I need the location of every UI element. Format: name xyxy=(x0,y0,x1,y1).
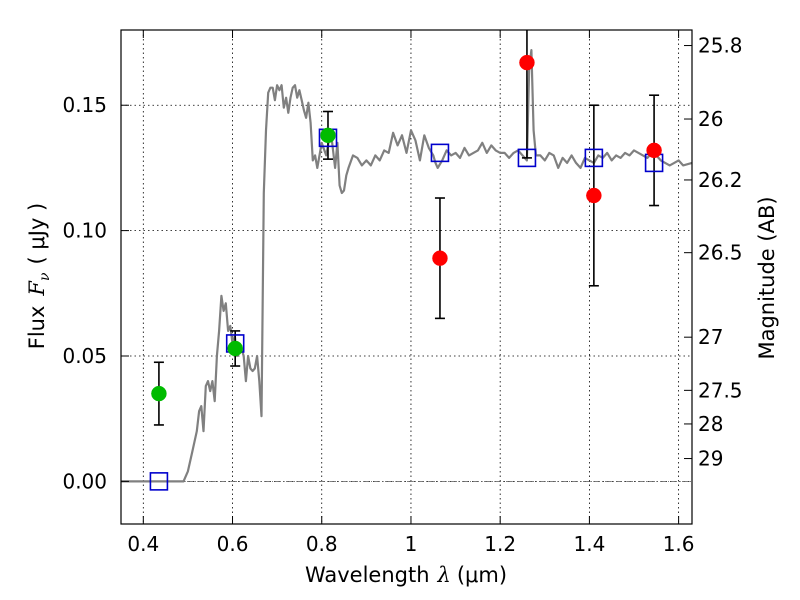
y2-tick-label: 28 xyxy=(698,412,723,436)
y-tick-label: 0.15 xyxy=(62,93,107,117)
y2-tick-label: 25.8 xyxy=(698,34,743,58)
plot-frame xyxy=(120,29,693,525)
marker-layer xyxy=(149,54,664,491)
detection-point xyxy=(432,250,448,266)
ticks xyxy=(121,30,692,524)
tick-labels: 0.4 0.6 0.8 1 1.2 1.4 1.6 0.00 0.05 0.10 0.15 25.8 2… xyxy=(62,34,742,556)
x-tick-label: 1.4 xyxy=(573,532,605,556)
y2-tick-label: 26 xyxy=(698,107,723,131)
model-photometry-square xyxy=(430,143,450,163)
y-tick-label: 0.10 xyxy=(62,219,107,243)
x-tick-label: 0.8 xyxy=(306,532,338,556)
y-axis-label: FluxFν( μJy ) xyxy=(25,203,53,349)
x-tick-label: 0.4 xyxy=(127,532,159,556)
y2-axis-label: Magnitude (AB) xyxy=(755,196,779,359)
grid xyxy=(121,30,692,524)
x-tick-label: 1.6 xyxy=(663,532,695,556)
detection-point xyxy=(519,54,535,71)
model-photometry-square xyxy=(149,472,169,491)
y-tick-label: 0.00 xyxy=(62,469,107,493)
x-tick-label: 1.2 xyxy=(484,532,516,556)
x-axis-label: Wavelength λ (μm) xyxy=(305,563,507,587)
y2-tick-label: 27 xyxy=(698,325,723,349)
detection-point xyxy=(151,385,167,402)
detection-point xyxy=(227,340,243,357)
detection-point xyxy=(586,187,602,204)
y2-tick-label: 27.5 xyxy=(698,378,743,402)
y2-tick-label: 26.5 xyxy=(698,241,743,265)
y2-tick-label: 26.2 xyxy=(698,168,743,192)
y-tick-label: 0.05 xyxy=(62,344,107,368)
x-tick-label: 1 xyxy=(405,532,418,556)
model-photometry-square xyxy=(584,148,604,168)
model-sed-line xyxy=(121,48,693,483)
model-photometry-square xyxy=(517,148,537,168)
detection-point xyxy=(646,142,662,159)
y2-tick-label: 29 xyxy=(698,447,723,471)
model-sed-layer xyxy=(121,48,693,483)
errorbar-layer xyxy=(153,30,660,426)
detection-point xyxy=(320,127,336,144)
x-tick-label: 0.6 xyxy=(217,532,249,556)
